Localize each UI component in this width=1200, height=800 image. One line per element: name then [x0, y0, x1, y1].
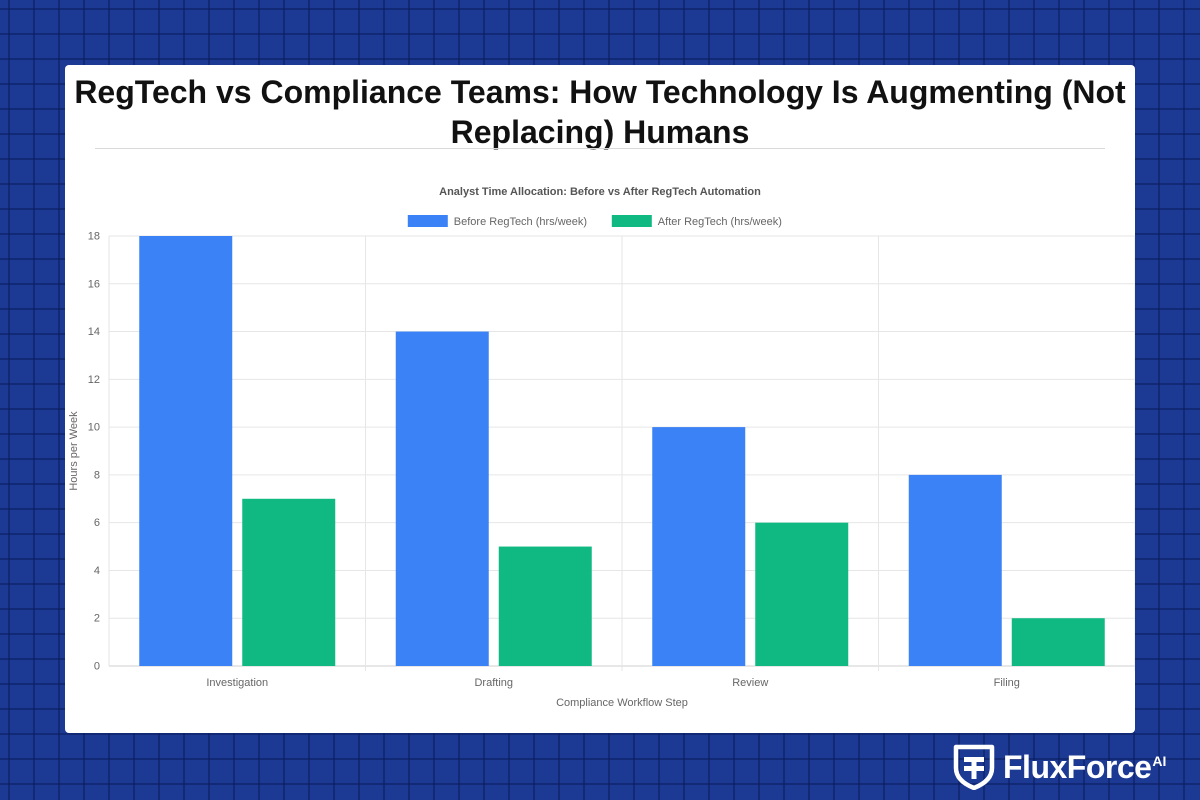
y-tick-label: 10 [88, 422, 100, 434]
x-tick-label: Investigation [206, 677, 268, 689]
logo-superscript: AI [1152, 753, 1167, 769]
bar-chart: 0 2 4 6 8 10 12 14 16 18 Investigation Drafting Revi… [68, 186, 1135, 709]
y-tick-label: 2 [94, 613, 100, 625]
bar [1011, 618, 1105, 666]
y-tick-label: 4 [94, 565, 100, 577]
legend-swatch [611, 215, 652, 227]
bar [498, 546, 592, 666]
bar [395, 331, 489, 666]
y-tick-label: 18 [88, 231, 100, 243]
legend-swatch [407, 215, 448, 227]
fluxforce-logo: FluxForce AI [953, 743, 1166, 791]
chart-title: Analyst Time Allocation: Before vs After… [439, 186, 761, 198]
chart-card: RegTech vs Compliance Teams: How Technol… [65, 65, 1135, 733]
y-tick-label: 14 [88, 326, 100, 338]
bar [139, 236, 233, 666]
title-divider [95, 148, 1105, 149]
y-tick-label: 8 [94, 469, 100, 481]
y-tick-label: 6 [94, 517, 100, 529]
bar [652, 427, 746, 666]
logo-wordmark: FluxForce [1003, 749, 1152, 785]
legend-label: After RegTech (hrs/week) [658, 216, 782, 228]
bar [755, 522, 849, 666]
y-tick-label: 16 [88, 278, 100, 290]
bar [242, 498, 336, 666]
y-tick-label: 12 [88, 374, 100, 386]
page-title: RegTech vs Compliance Teams: How Technol… [74, 74, 1126, 150]
x-tick-label: Filing [994, 677, 1020, 689]
x-tick-label: Drafting [474, 677, 513, 689]
bar [908, 474, 1002, 666]
legend-label: Before RegTech (hrs/week) [454, 216, 587, 228]
shield-logo-icon [953, 744, 995, 790]
y-axis-title: Hours per Week [68, 411, 80, 491]
x-axis-title: Compliance Workflow Step [556, 697, 688, 709]
y-tick-label: 0 [94, 661, 100, 673]
x-tick-label: Review [732, 677, 768, 689]
